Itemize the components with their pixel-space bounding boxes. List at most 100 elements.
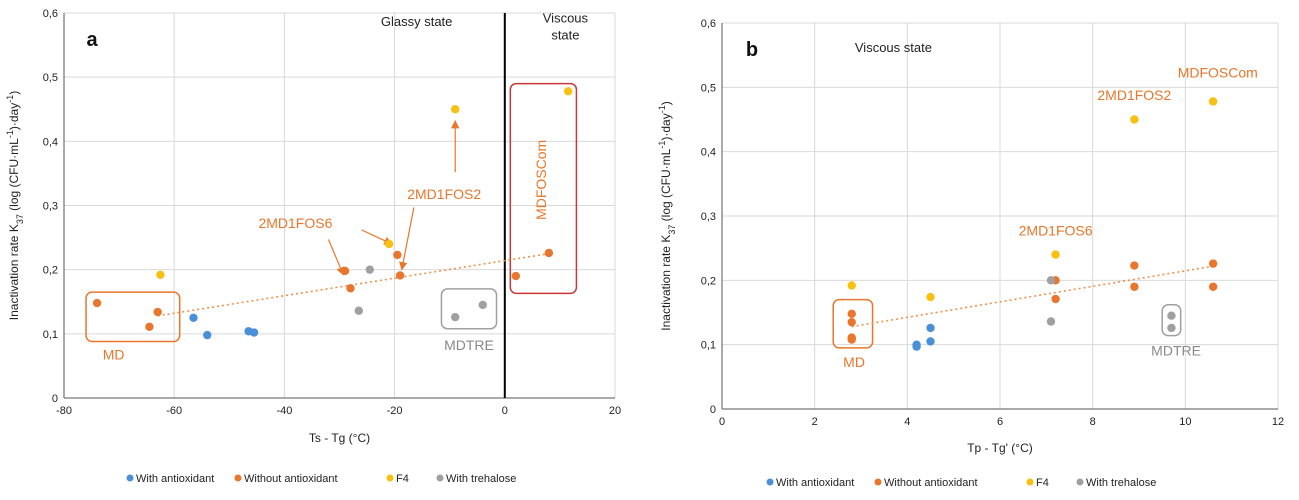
data-point-f4 — [156, 271, 164, 279]
x-tick-label: -40 — [276, 405, 292, 417]
y-axis-label-part: 37 — [15, 214, 25, 224]
group-label: 2MD1FOS6 — [1019, 222, 1093, 238]
data-point-without-antioxidant — [512, 272, 520, 280]
legend-label: With antioxidant — [776, 477, 854, 489]
group-label: MD — [843, 354, 865, 370]
data-point-with-trehalose — [355, 307, 363, 315]
x-tick-label: 0 — [719, 416, 725, 428]
data-point-with-trehalose — [479, 301, 487, 309]
legend-marker — [767, 479, 774, 486]
group-label: MDTRE — [1151, 343, 1201, 359]
x-tick-label: 20 — [609, 405, 621, 417]
y-axis-label-part: )·day — [7, 103, 21, 130]
data-point-without-antioxidant — [93, 299, 101, 307]
data-point-with-trehalose — [451, 313, 459, 321]
scatter-chart-b: 0 2 4 6 8 10 12 0 0,1 0,2 0,3 0,4 0,5 0,6 Viscous stat… — [650, 0, 1299, 495]
data-point-f4 — [848, 281, 856, 289]
scatter-chart-a: -80 -60 -40 -20 0 20 0 0,1 0,2 0,3 0,4 0,5 0,6 Glassy… — [0, 0, 650, 495]
y-tick-label: 0 — [710, 404, 716, 416]
x-tick-label: 6 — [997, 416, 1003, 428]
legend-label: With antioxidant — [136, 473, 214, 485]
y-axis-label-part: ) — [7, 91, 21, 95]
data-point-f4 — [385, 240, 393, 248]
legend-item: Without antioxidant — [875, 477, 978, 489]
data-point-f4 — [1209, 97, 1217, 105]
trend-line — [852, 266, 1213, 326]
legend-item: With antioxidant — [767, 477, 855, 489]
legend-label: Without antioxidant — [244, 473, 338, 485]
data-point-f4 — [1051, 250, 1059, 258]
y-axis-label-part: Inactivation rate K — [659, 235, 673, 331]
data-point-with-antioxidant — [203, 331, 211, 339]
data-point-without-antioxidant — [545, 249, 553, 257]
region-label: Viscous — [543, 11, 589, 26]
group-box — [441, 289, 496, 329]
data-point-without-antioxidant — [1130, 261, 1138, 269]
annotation-arrow — [402, 207, 414, 269]
y-axis-label-part: 37 — [667, 225, 677, 235]
chart-panel-b: 0 2 4 6 8 10 12 0 0,1 0,2 0,3 0,4 0,5 0,6 Viscous stat… — [650, 0, 1299, 495]
legend-item: F4 — [1027, 477, 1049, 489]
y-tick-label: 0,1 — [701, 340, 716, 352]
y-axis-label-part: Inactivation rate K — [7, 224, 21, 320]
y-tick-label: 0,1 — [43, 329, 58, 341]
x-tick-label: -60 — [166, 405, 182, 417]
y-axis-label-part: )·day — [659, 113, 673, 140]
x-tick-label: 4 — [904, 416, 910, 428]
legend-label: With trehalose — [446, 473, 516, 485]
y-tick-label: 0,5 — [43, 72, 58, 84]
y-axis-label-part: -1 — [657, 141, 667, 149]
legend-marker — [1077, 479, 1084, 486]
legend-marker — [437, 475, 444, 482]
data-point-with-antioxidant — [189, 314, 197, 322]
data-point-without-antioxidant — [1051, 295, 1059, 303]
region-label: Glassy state — [381, 14, 453, 29]
data-point-with-trehalose — [1047, 276, 1055, 284]
data-point-with-antioxidant — [912, 342, 920, 350]
x-tick-label: 2 — [812, 416, 818, 428]
data-point-without-antioxidant — [393, 251, 401, 259]
legend-marker — [875, 479, 882, 486]
data-point-without-antioxidant — [848, 318, 856, 326]
legend-marker — [387, 475, 394, 482]
y-axis-label: Inactivation rate K37 (log (CFU·mL-1)·da… — [5, 91, 25, 320]
data-point-without-antioxidant — [848, 310, 856, 318]
legend-label: F4 — [396, 473, 409, 485]
data-point-without-antioxidant — [341, 267, 349, 275]
x-tick-label: 10 — [1179, 416, 1191, 428]
legend-marker — [1027, 479, 1034, 486]
data-point-with-trehalose — [1167, 324, 1175, 332]
trend-line — [158, 254, 549, 316]
group-label: MD — [103, 347, 125, 363]
legend-item: With trehalose — [437, 473, 517, 485]
data-point-without-antioxidant — [396, 271, 404, 279]
legend-label: With trehalose — [1086, 477, 1156, 489]
y-axis-label: Inactivation rate K37 (log (CFU·mL-1)·da… — [657, 101, 677, 330]
y-tick-label: 0 — [52, 393, 58, 405]
panel-letter: a — [86, 29, 98, 51]
data-point-with-antioxidant — [926, 337, 934, 345]
data-point-f4 — [1130, 115, 1138, 123]
data-point-without-antioxidant — [1209, 283, 1217, 291]
x-tick-label: 8 — [1090, 416, 1096, 428]
data-point-with-antioxidant — [250, 328, 258, 336]
x-axis-label: Tp - Tg' (°C) — [967, 441, 1033, 455]
group-label: MDFOSCom — [533, 140, 549, 220]
y-tick-label: 0,2 — [43, 265, 58, 277]
legend-item: With trehalose — [1077, 477, 1157, 489]
legend-marker — [235, 475, 242, 482]
y-tick-label: 0,2 — [701, 275, 716, 287]
y-axis-label-part: ) — [659, 101, 673, 105]
group-label: MDFOSCom — [1178, 65, 1258, 81]
x-tick-label: 12 — [1272, 416, 1284, 428]
legend-marker — [127, 475, 134, 482]
panel-letter: b — [746, 39, 758, 61]
x-tick-label: -80 — [56, 405, 72, 417]
legend-label: F4 — [1036, 477, 1049, 489]
y-tick-label: 0,4 — [43, 136, 58, 148]
group-label: 2MD1FOS6 — [258, 215, 332, 231]
x-axis-label: Ts - Tg (°C) — [309, 431, 370, 445]
data-point-f4 — [451, 105, 459, 113]
y-tick-label: 0,6 — [701, 18, 716, 30]
legend-label: Without antioxidant — [884, 477, 978, 489]
